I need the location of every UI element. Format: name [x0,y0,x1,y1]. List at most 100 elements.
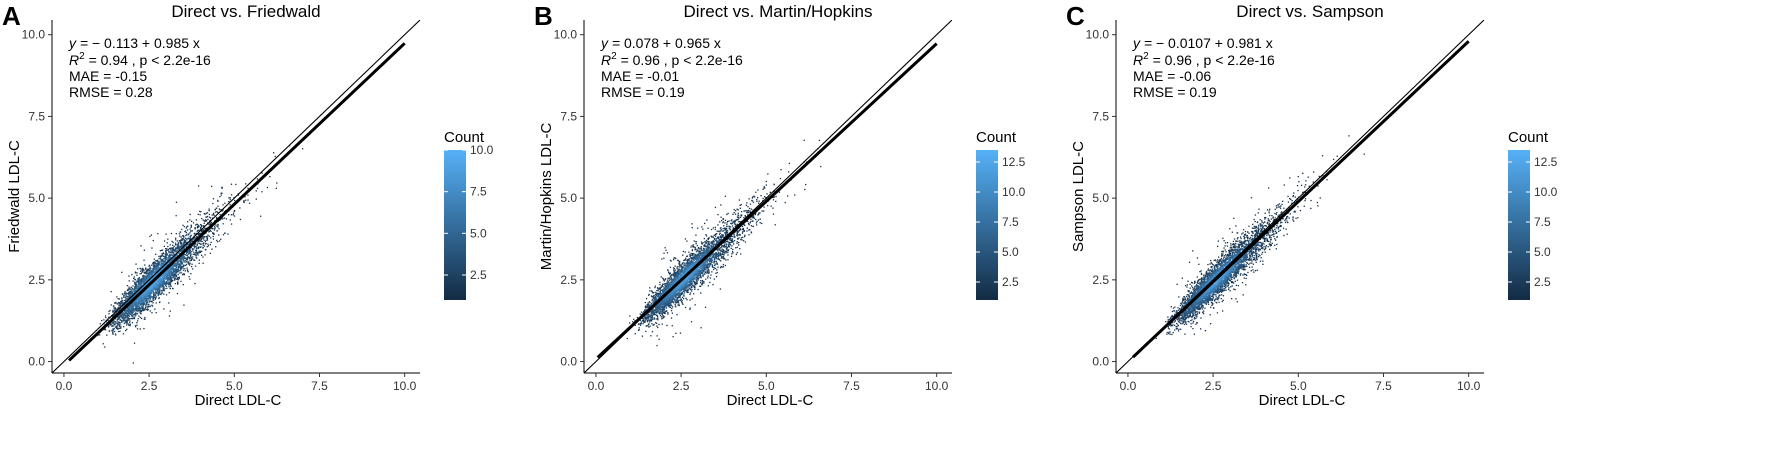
data-point [124,292,126,294]
data-point [159,270,161,272]
data-point [172,264,174,266]
data-point [134,325,137,327]
data-point [180,249,182,251]
data-point [137,283,139,285]
data-point [302,148,304,150]
data-point [189,213,191,216]
data-point [155,291,157,294]
data-point [163,278,165,280]
data-point [190,224,192,226]
data-point [203,212,205,215]
data-point [190,257,193,259]
data-point [133,317,135,319]
data-point [729,226,732,228]
data-point [142,305,144,307]
data-point [228,201,230,203]
data-point [135,285,137,287]
data-point [167,245,169,248]
data-point [170,285,172,287]
data-point [127,288,129,290]
data-point [137,281,139,283]
data-point [169,276,171,278]
data-point [149,300,151,302]
data-point [142,279,144,281]
data-point [127,291,130,294]
data-point [141,300,144,302]
data-point [185,242,187,244]
data-point [143,280,145,283]
data-point [147,295,150,297]
data-point [169,254,171,256]
data-point [184,240,186,242]
data-point [185,246,188,248]
data-point [166,263,168,265]
data-point [131,273,133,276]
data-point [192,222,195,224]
data-point [126,322,128,324]
data-point [118,324,120,326]
data-point [121,319,123,322]
data-point [693,277,696,279]
data-point [132,315,134,318]
data-point [182,235,185,237]
data-point [194,253,196,255]
data-point [141,301,143,303]
data-point [182,244,184,246]
data-point [161,249,163,252]
data-point [173,254,175,256]
data-point [186,252,188,254]
data-point [155,298,157,300]
data-point [176,248,179,250]
data-point [173,245,175,247]
data-point [139,290,141,292]
data-point [120,301,122,303]
data-point [145,294,147,296]
data-point [117,302,120,304]
data-point [190,254,192,256]
data-point [143,301,145,303]
data-point [187,234,189,236]
data-point [128,296,130,298]
data-point [709,281,711,284]
data-point [114,323,116,325]
data-point [169,271,171,273]
data-point [693,286,695,288]
data-point [156,261,158,263]
data-point [209,252,211,254]
data-point [168,274,171,276]
data-point [166,242,168,244]
data-point [168,292,170,294]
data-point [672,336,674,338]
data-point [155,266,158,268]
data-point [135,304,137,307]
data-point [660,316,663,318]
data-point [157,262,159,264]
data-point [131,293,133,296]
data-point [141,270,144,273]
data-point [166,254,168,256]
data-point [120,325,122,327]
data-point [689,293,691,296]
data-point [128,295,131,297]
data-point [148,272,150,274]
data-point [146,289,148,291]
data-point [129,322,131,324]
data-point [191,263,193,265]
data-point [212,198,215,200]
data-point [135,303,137,305]
data-point [201,236,203,238]
data-point [245,199,247,201]
data-point [146,283,148,286]
data-point [204,220,206,223]
data-point [142,309,144,312]
data-point [131,318,134,320]
data-point [160,278,163,280]
data-point [122,293,124,295]
data-point [229,199,231,201]
data-point [162,268,164,270]
data-point [118,327,120,329]
data-point [110,291,112,293]
data-point [126,302,128,304]
data-point [221,218,223,220]
data-point [161,292,163,294]
